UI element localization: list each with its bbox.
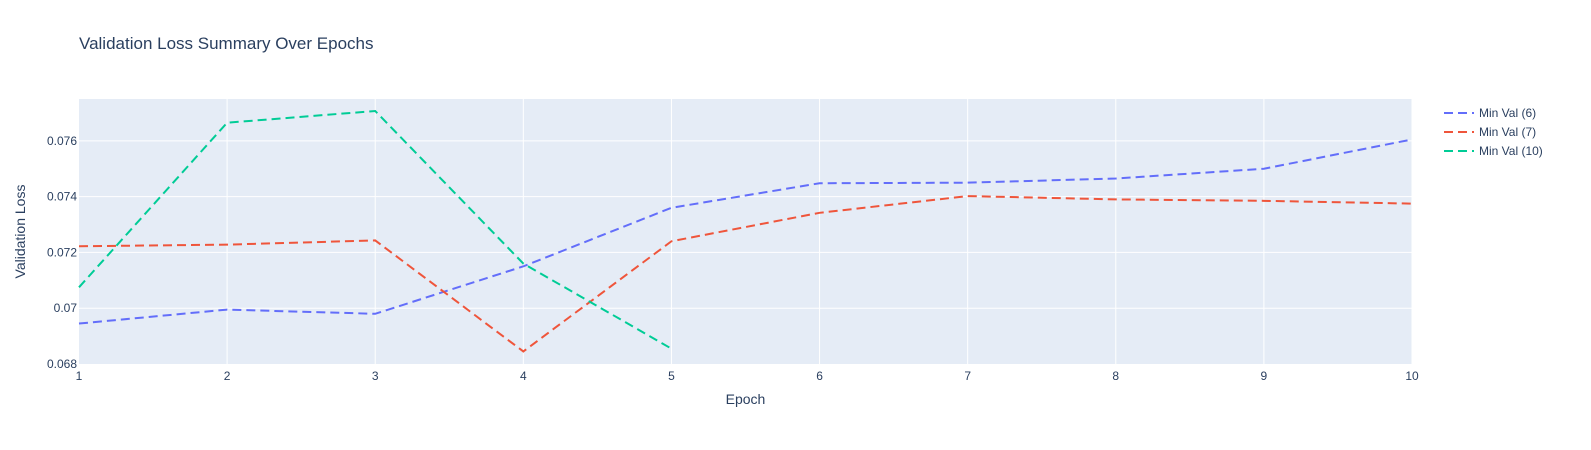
grid-layer (79, 99, 1413, 364)
y-tick-label: 0.068 (47, 357, 77, 371)
x-tick-labels: 1 2 3 4 5 6 7 8 9 10 (76, 369, 1419, 383)
y-tick-label: 0.076 (47, 134, 77, 148)
series-layer (78, 109, 1413, 353)
y-tick-label: 0.074 (47, 190, 77, 204)
x-tick-label: 7 (964, 369, 971, 383)
legend-label: Min Val (7) (1479, 125, 1536, 139)
x-tick-label: 6 (816, 369, 823, 383)
chart-title: Validation Loss Summary Over Epochs (79, 34, 373, 53)
legend-label: Min Val (10) (1479, 144, 1543, 158)
x-tick-label: 3 (372, 369, 379, 383)
x-tick-label: 5 (668, 369, 675, 383)
y-axis-title: Validation Loss (12, 185, 28, 279)
x-tick-label: 4 (520, 369, 527, 383)
legend-item[interactable]: Min Val (6) (1444, 106, 1536, 120)
x-tick-label: 10 (1405, 369, 1419, 383)
y-tick-labels: 0.068 0.07 0.072 0.074 0.076 (47, 134, 77, 371)
legend-item[interactable]: Min Val (10) (1444, 144, 1543, 158)
legend[interactable]: Min Val (6) Min Val (7) Min Val (10) (1444, 106, 1543, 158)
series-line (78, 109, 672, 350)
plot-area (79, 99, 1412, 364)
y-tick-label: 0.072 (47, 245, 77, 259)
legend-label: Min Val (6) (1479, 106, 1536, 120)
series-line (78, 138, 1413, 325)
x-tick-label: 2 (224, 369, 231, 383)
x-tick-label: 8 (1112, 369, 1119, 383)
x-tick-label: 9 (1261, 369, 1268, 383)
legend-item[interactable]: Min Val (7) (1444, 125, 1536, 139)
x-tick-label: 1 (76, 369, 83, 383)
y-tick-label: 0.07 (54, 301, 78, 315)
x-axis-title: Epoch (726, 391, 766, 407)
